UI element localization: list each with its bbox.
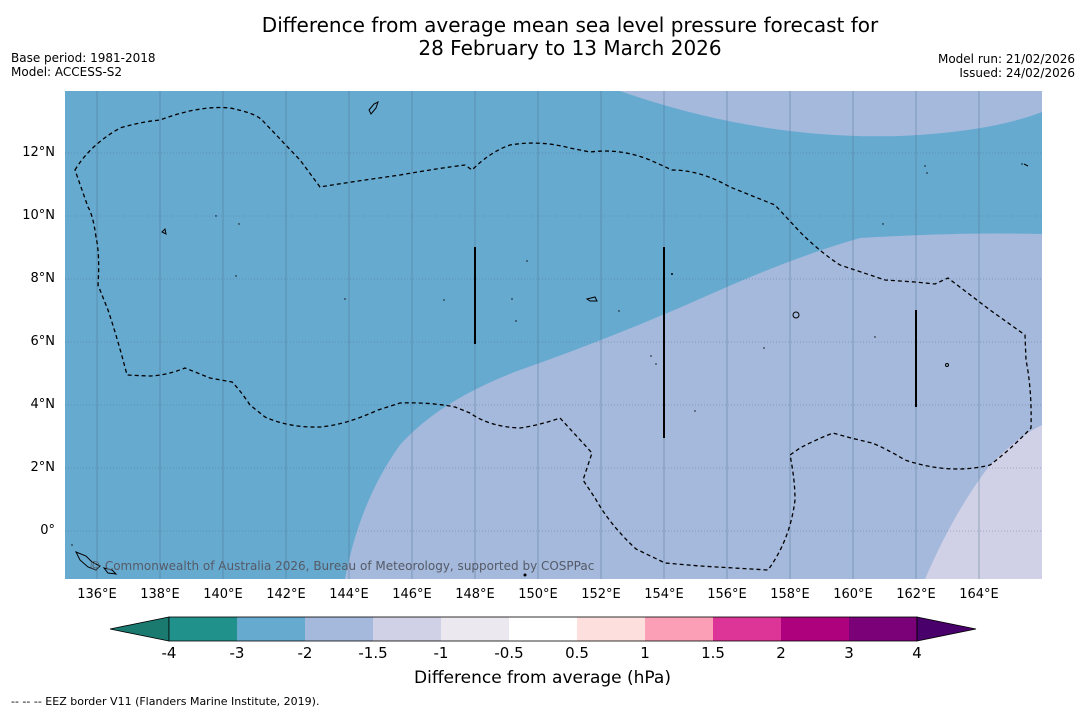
colorbar-label: -1 — [433, 644, 449, 662]
colorbar-seg-7 — [577, 617, 645, 641]
colorbar-extend-low — [109, 616, 170, 642]
grid-lines — [65, 152, 1042, 532]
map-area — [65, 91, 1042, 579]
islands — [74, 101, 1029, 575]
colorbar-seg-4 — [373, 617, 441, 641]
colorbar-seg-9 — [713, 617, 781, 641]
lon-tick: 142°E — [266, 587, 306, 602]
map-title: Difference from average mean sea level p… — [0, 14, 1085, 60]
colorbar-label: -0.5 — [494, 644, 524, 662]
title-line-2: 28 February to 13 March 2026 — [418, 36, 722, 60]
base-period: Base period: 1981-2018 — [11, 51, 156, 65]
lon-tick: 138°E — [140, 587, 180, 602]
colorbar — [109, 616, 977, 642]
issued-date: Issued: 24/02/2026 — [959, 66, 1075, 80]
lon-tick: 150°E — [518, 587, 558, 602]
lat-tick: 6°N — [30, 334, 56, 349]
colorbar-title: Difference from average (hPa) — [414, 668, 671, 688]
colorbar-label: 1.5 — [701, 644, 725, 662]
colorbar-label: 0.5 — [565, 644, 589, 662]
colorbar-seg-1 — [169, 617, 237, 641]
colorbar-seg-8 — [645, 617, 713, 641]
lat-tick: 10°N — [22, 208, 55, 223]
copyright-notice: © Commonwealth of Australia 2026, Bureau… — [89, 559, 595, 573]
lat-tick: 12°N — [22, 145, 55, 160]
colorbar-label: -4 — [161, 644, 177, 662]
lon-tick: 156°E — [707, 587, 747, 602]
lon-tick: 158°E — [770, 587, 810, 602]
anomaly-band-minus2-south — [345, 233, 1042, 579]
title-line-1: Difference from average mean sea level p… — [261, 13, 879, 37]
eez-border — [74, 106, 1032, 571]
colorbar-outline — [168, 616, 918, 642]
anomaly-band-minus1p5 — [925, 425, 1042, 579]
colorbar-label: -1.5 — [358, 644, 388, 662]
lon-tick: 160°E — [833, 587, 873, 602]
model-name: Model: ACCESS-S2 — [11, 65, 123, 79]
lon-tick: 152°E — [581, 587, 621, 602]
colorbar-seg-10 — [781, 617, 849, 641]
lat-tick: 2°N — [30, 460, 56, 475]
colorbar-seg-11 — [849, 617, 917, 641]
lon-tick: 140°E — [203, 587, 243, 602]
lon-tick: 148°E — [455, 587, 495, 602]
colorbar-label: -2 — [297, 644, 313, 662]
colorbar-seg-3 — [305, 617, 373, 641]
model-run: Model run: 21/02/2026 — [937, 52, 1075, 66]
lat-tick: 4°N — [30, 397, 56, 412]
colorbar-seg-6 — [509, 617, 577, 641]
lat-tick: 0° — [40, 523, 55, 538]
colorbar-label: 1 — [640, 644, 650, 662]
colorbar-label: 2 — [776, 644, 786, 662]
colorbar-seg-2 — [237, 617, 305, 641]
meta-right: Model run: 21/02/2026 Issued: 24/02/2026 — [938, 52, 1075, 80]
colorbar-label: 3 — [844, 644, 854, 662]
lon-tick: 154°E — [644, 587, 684, 602]
colorbar-extend-high — [916, 616, 977, 642]
island-dots — [71, 163, 1023, 577]
lon-tick: 136°E — [77, 587, 117, 602]
meta-left: Base period: 1981-2018 Model: ACCESS-S2 — [11, 51, 156, 79]
eez-legend: -- -- -- EEZ border V11 (Flanders Marine… — [11, 695, 320, 708]
colorbar-seg-5 — [441, 617, 509, 641]
anomaly-band-minus2-north — [620, 91, 1042, 137]
lon-tick: 164°E — [959, 587, 999, 602]
lon-tick: 146°E — [392, 587, 432, 602]
lon-tick: 144°E — [329, 587, 369, 602]
lat-tick: 8°N — [30, 271, 56, 286]
lon-tick: 162°E — [896, 587, 936, 602]
colorbar-label: -3 — [229, 644, 245, 662]
colorbar-label: 4 — [912, 644, 922, 662]
